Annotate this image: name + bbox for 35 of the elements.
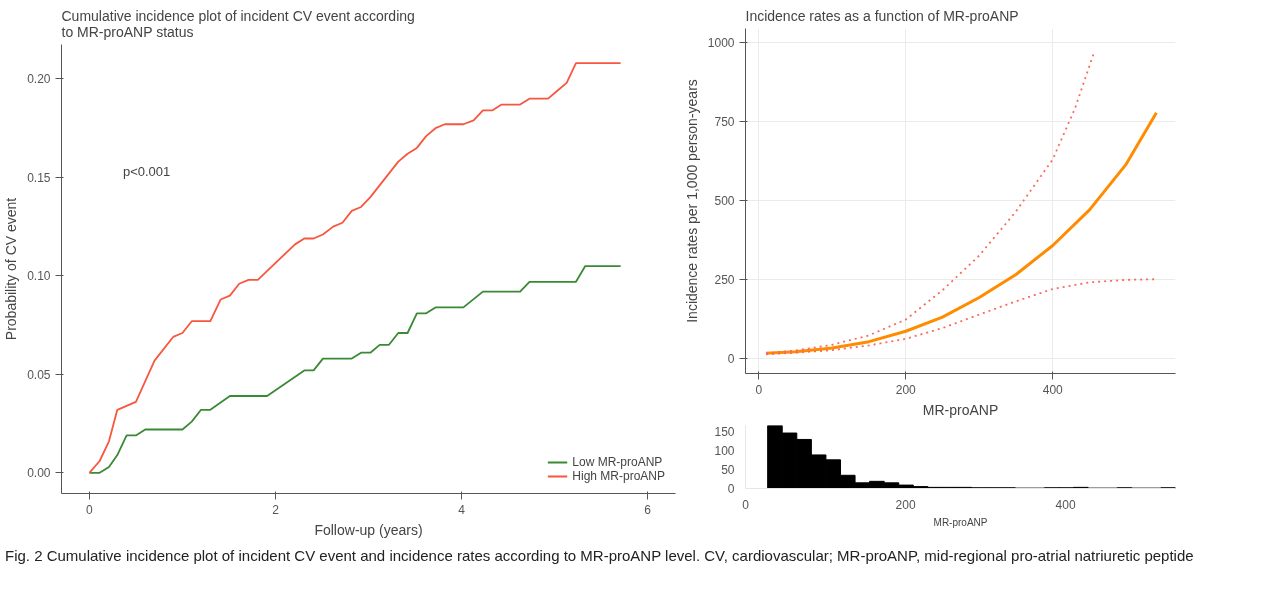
y-tick-label: 0.15	[27, 170, 51, 185]
y-tick-label: 0.00	[27, 466, 51, 481]
x-axis-title: MR-proANP	[922, 401, 999, 418]
x-axis-title: MR-proANP	[933, 516, 988, 528]
caption: Fig. 2 Cumulative incidence plot of incident CV event and incidence rates according to MR-proANP level. CV, cardiovascular; MR-proANP, mid-regional pro-atrial natriuretic peptide	[5, 546, 1194, 566]
x-tick-label: 6	[644, 502, 652, 517]
y-tick-label: 250	[714, 272, 735, 287]
y-tick-label: 100	[714, 444, 735, 459]
y-axis-title: Incidence rates per 1,000 person-years	[683, 79, 700, 323]
y-tick-label: 750	[714, 115, 735, 130]
y-tick-label: 0.10	[27, 269, 51, 284]
chart-title: Cumulative incidence plot of incident CV event according to MR-proANP status	[61, 7, 415, 40]
x-tick-label: 200	[895, 497, 916, 512]
y-tick-label: 0.05	[27, 367, 51, 382]
y-tick-label: 1000	[707, 36, 735, 51]
x-tick-label: 0	[742, 497, 750, 512]
y-tick-label: 0	[727, 482, 735, 496]
x-axis-title: Follow-up (years)	[314, 521, 423, 538]
x-tick-label: 400	[1055, 497, 1076, 512]
y-tick-label: 150	[714, 425, 735, 440]
x-tick-label: 0	[86, 502, 94, 517]
annotation: p<0.001	[122, 164, 171, 180]
x-tick-label: 200	[895, 382, 917, 397]
y-tick-label: 500	[714, 193, 735, 208]
chart-title: Incidence rates as a function of MR-proANP	[745, 7, 1019, 24]
legend-label: Low MR-proANP	[572, 455, 663, 469]
legend-label: High MR-proANP	[572, 469, 665, 483]
y-axis-title: Probability of CV event	[3, 197, 20, 341]
y-tick-label: 50	[721, 463, 735, 478]
y-tick-label: 0.20	[27, 72, 51, 87]
x-tick-label: 2	[272, 502, 280, 517]
y-tick-label: 0	[727, 351, 735, 366]
x-tick-label: 0	[755, 382, 763, 397]
x-tick-label: 400	[1042, 382, 1064, 397]
x-tick-label: 4	[458, 502, 466, 517]
